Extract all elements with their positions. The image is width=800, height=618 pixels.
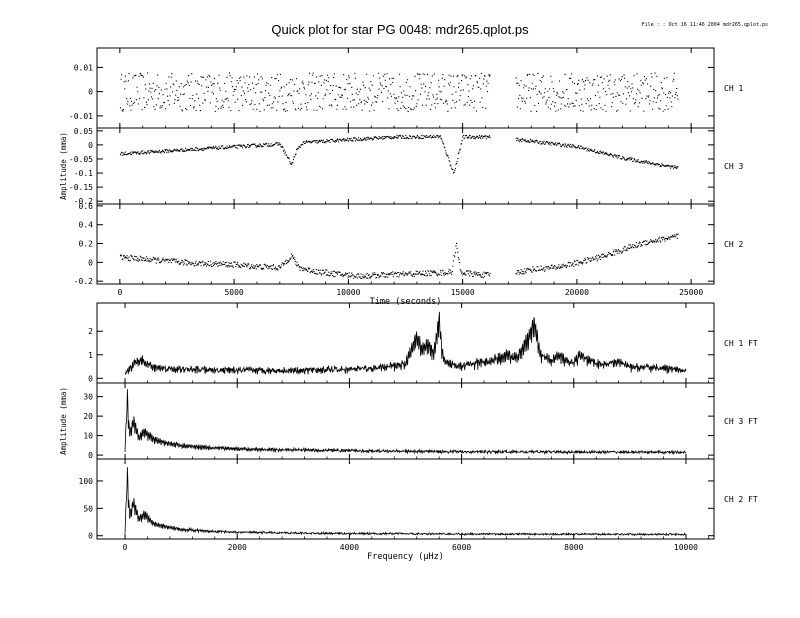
series-ft-ch3 (124, 389, 687, 456)
y-tick-label: 0.05 (74, 127, 93, 136)
panel-time-ch2: -0.2 0 0.2 0.4 0.6 0 5000 10000 15000 20000 25000 C… (74, 202, 744, 307)
channel-label: CH 1 (724, 84, 743, 93)
y-tick-label: 10 (83, 432, 93, 441)
y-tick-label: -0.01 (69, 112, 93, 121)
y-axis-label: Amplitude (mma) (59, 132, 68, 200)
panel-frame (96, 47, 715, 129)
series-time-ch3 (119, 134, 679, 174)
x-tick-label: 15000 (451, 288, 475, 297)
x-tick-label: 2000 (228, 543, 247, 552)
x-axis-label: Frequency (μHz) (367, 552, 444, 562)
panel-time-ch1: -0.01 0 0.01 CH 1 (69, 47, 743, 129)
spectrum-line (124, 389, 687, 456)
panel-frame (96, 127, 715, 205)
channel-label: CH 1 FT (724, 339, 758, 348)
y-tick-label: 30 (83, 393, 93, 402)
data-points (119, 72, 679, 112)
y-tick-label: 0 (88, 532, 93, 541)
x-tick-label: 8000 (564, 543, 583, 552)
series-time-ch2 (119, 233, 679, 279)
spectrum-line (124, 467, 687, 537)
x-tick-label: 5000 (224, 288, 243, 297)
y-tick-label: 0 (88, 451, 93, 460)
panel-frame (96, 382, 715, 460)
x-tick-label: 25000 (679, 288, 703, 297)
y-tick-label: 0.01 (74, 63, 93, 72)
panel-frame (96, 203, 715, 285)
panel-ft-ch1: 0 1 2 CH 1 FT (88, 302, 758, 384)
y-tick-label: 1 (88, 351, 93, 360)
x-tick-label: 10000 (336, 288, 360, 297)
data-points (119, 233, 679, 279)
y-tick-label: -0.05 (69, 155, 93, 164)
channel-label: CH 3 FT (724, 417, 758, 426)
panel-time-ch3: -0.2 -0.15 -0.1 -0.05 0 0.05 CH 3 Amplitude (mm… (59, 127, 743, 206)
y-tick-label: -0.2 (74, 277, 93, 286)
channel-label: CH 2 (724, 240, 743, 249)
panel-frame (96, 458, 715, 540)
y-tick-label: 0.2 (79, 240, 94, 249)
x-axis-label: Time (seconds) (370, 297, 442, 307)
y-axis-label: Amplitude (mma) (59, 387, 68, 455)
spectrum-line (124, 311, 687, 375)
series-ft-ch2 (124, 467, 687, 537)
y-tick-label: -0.15 (69, 183, 93, 192)
y-tick-label: 100 (79, 477, 94, 486)
x-tick-label: 6000 (452, 543, 471, 552)
panel-ft-ch2: 0 50 100 0 2000 4000 6000 8000 10000 CH 2 FT Frequ… (79, 458, 758, 562)
x-tick-label: 4000 (340, 543, 359, 552)
channel-label: CH 3 (724, 162, 743, 171)
y-tick-label: 2 (88, 327, 93, 336)
y-tick-label: 50 (83, 504, 93, 513)
channel-label: CH 2 FT (724, 495, 758, 504)
x-tick-label: 10000 (674, 543, 698, 552)
page-title: Quick plot for star PG 0048: mdr265.qplo… (271, 22, 529, 37)
y-tick-label: 0 (88, 258, 93, 267)
panel-ft-ch3: 0 10 20 30 CH 3 FT Amplitude (mma) (59, 382, 758, 460)
data-points (119, 134, 679, 174)
y-tick-label: -0.2 (74, 197, 93, 206)
y-tick-label: -0.1 (74, 169, 93, 178)
x-tick-label: 20000 (565, 288, 589, 297)
y-tick-label: 0.6 (79, 202, 94, 211)
file-info: File : : Oct 16 11:46 2004 mdr265.qplot.… (641, 22, 768, 28)
y-tick-label: 20 (83, 412, 93, 421)
series-time-ch1 (119, 72, 679, 112)
y-tick-label: 0 (88, 88, 93, 97)
y-tick-label: 0.4 (79, 221, 94, 230)
y-tick-label: 0 (88, 374, 93, 383)
x-tick-label: 0 (123, 543, 128, 552)
series-ft-ch1 (124, 311, 687, 375)
x-tick-label: 0 (117, 288, 122, 297)
y-tick-label: 0 (88, 141, 93, 150)
